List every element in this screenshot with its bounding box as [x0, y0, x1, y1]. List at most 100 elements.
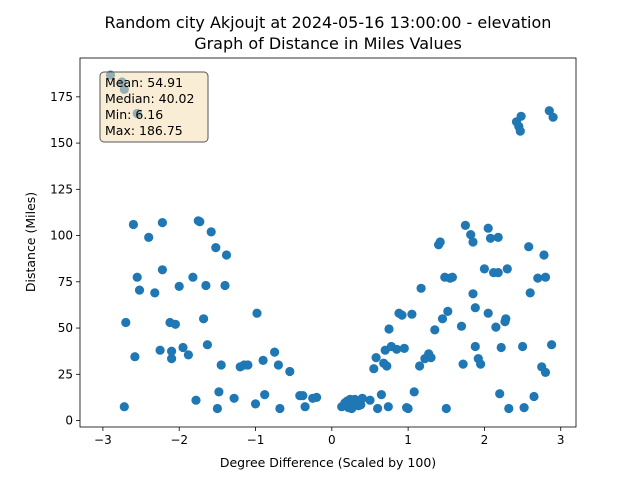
y-tick-label: 100 [50, 229, 73, 243]
data-point [519, 403, 529, 413]
data-point [167, 354, 177, 364]
plot-area [79, 57, 577, 428]
data-point [260, 390, 270, 400]
data-point [516, 111, 526, 121]
data-point [183, 350, 193, 360]
data-point [397, 310, 407, 320]
data-point [134, 285, 145, 295]
data-point [399, 343, 409, 353]
data-point [493, 268, 503, 278]
x-tick-label: 3 [557, 433, 565, 447]
data-point [212, 403, 222, 414]
data-point [275, 403, 285, 414]
data-point [157, 265, 167, 275]
data-point [392, 344, 402, 354]
data-point [188, 272, 198, 282]
data-point [214, 387, 224, 397]
data-point [437, 314, 448, 324]
data-point [195, 217, 205, 227]
data-point [174, 281, 184, 291]
data-point [529, 391, 539, 402]
y-tick-label: 25 [58, 367, 73, 381]
data-point [502, 264, 512, 274]
data-point [382, 361, 392, 371]
x-tick-label: −1 [247, 433, 265, 447]
data-point [518, 341, 528, 352]
data-point [468, 237, 478, 247]
data-point [357, 393, 367, 403]
data-point [220, 280, 230, 291]
data-point [243, 360, 253, 370]
data-point [258, 355, 268, 365]
data-point [460, 220, 470, 230]
data-point [501, 314, 511, 324]
data-point [155, 345, 165, 355]
data-point [470, 341, 480, 352]
data-point [300, 402, 310, 412]
data-point [250, 399, 261, 409]
data-point [273, 360, 283, 370]
data-point [270, 347, 280, 357]
x-tick-label: 1 [404, 433, 412, 447]
chart-title-line1: Random city Akjoujt at 2024-05-16 13:00:… [105, 13, 552, 32]
data-point [369, 364, 379, 374]
data-point [524, 242, 534, 252]
data-point [170, 319, 180, 329]
data-point [468, 289, 478, 299]
data-point [547, 340, 557, 350]
data-point [312, 392, 322, 402]
x-tick-label: 0 [328, 433, 336, 447]
y-tick-label: 150 [50, 136, 73, 150]
data-point [443, 306, 453, 316]
data-point [202, 340, 212, 350]
data-point [416, 283, 426, 293]
data-point [441, 403, 451, 414]
data-point [540, 367, 551, 377]
data-point [157, 218, 167, 228]
data-point [144, 232, 154, 242]
y-tick-label: 175 [50, 90, 73, 104]
x-tick-label: −2 [170, 433, 188, 447]
y-tick-label: 0 [65, 414, 73, 428]
y-tick-label: 50 [58, 321, 73, 335]
data-point [447, 272, 457, 282]
data-point [483, 223, 493, 233]
stats-min: Min: 6.16 [105, 107, 163, 122]
data-point [491, 322, 501, 332]
x-tick-label: 2 [481, 433, 489, 447]
data-point [409, 387, 419, 397]
data-point [150, 288, 160, 298]
data-point [430, 325, 440, 335]
data-point [216, 360, 226, 370]
data-point [539, 250, 549, 260]
data-point [128, 219, 138, 230]
data-point [178, 342, 188, 353]
data-point [191, 395, 201, 405]
data-point [479, 264, 489, 274]
stats-median: Median: 40.02 [105, 91, 194, 106]
data-point [466, 230, 476, 240]
stats-mean: Mean: 54.91 [105, 75, 183, 90]
data-point [206, 227, 216, 237]
x-tick-label: −3 [94, 433, 112, 447]
stats-max: Max: 186.75 [105, 123, 183, 138]
data-point [458, 359, 468, 369]
x-axis: −3 −2 −1 0 1 2 3 [94, 427, 565, 447]
data-point [515, 126, 525, 136]
data-point [199, 314, 209, 324]
data-point [496, 342, 506, 353]
data-point [298, 391, 308, 401]
data-point [201, 280, 211, 291]
data-point [121, 317, 131, 328]
data-point [376, 390, 386, 400]
stats-box-background [99, 71, 209, 143]
x-axis-label: Degree Difference (Scaled by 100) [220, 455, 436, 470]
data-point [504, 403, 514, 414]
data-point [211, 243, 221, 253]
data-point [384, 324, 394, 334]
data-point [167, 346, 177, 356]
data-point [365, 395, 375, 405]
data-point [119, 402, 129, 412]
data-point [383, 402, 393, 412]
